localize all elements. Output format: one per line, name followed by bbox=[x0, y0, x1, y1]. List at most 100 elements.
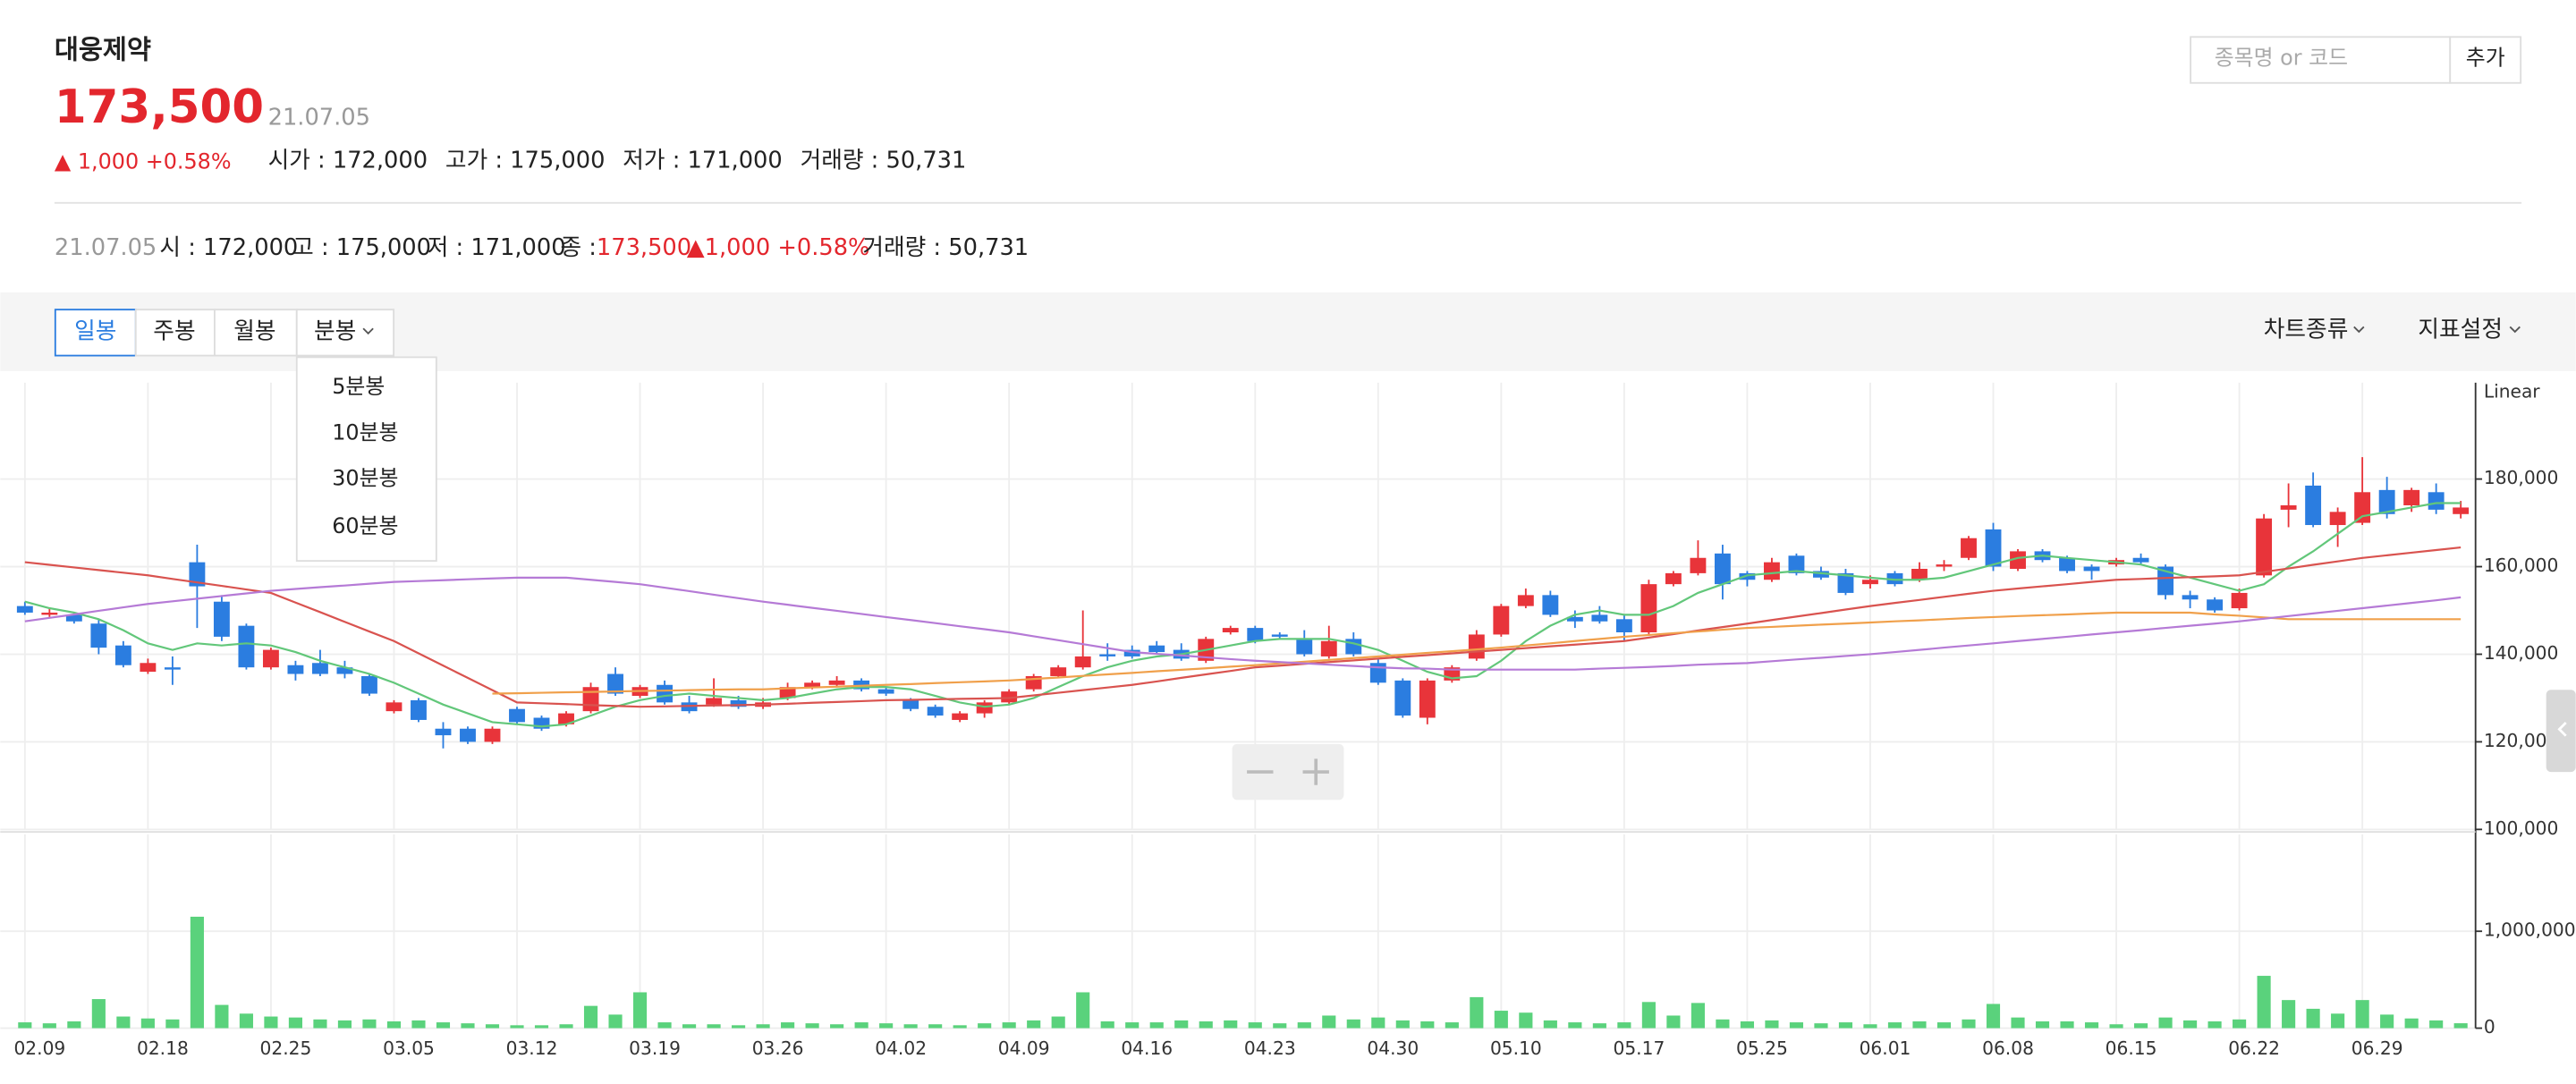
chevron-icon bbox=[2353, 326, 2365, 334]
volume-bar bbox=[657, 1022, 672, 1029]
candle-body bbox=[2305, 485, 2322, 526]
info-close-label: 종 : bbox=[560, 234, 596, 261]
candle-body bbox=[1123, 649, 1140, 656]
candle-body bbox=[1468, 634, 1485, 659]
x-tick-label: 03.19 bbox=[629, 1037, 681, 1059]
info-change: ▲1,000 +0.58% bbox=[687, 234, 870, 261]
dropdown-item[interactable]: 30분봉 bbox=[332, 466, 398, 491]
volume-bar bbox=[953, 1025, 967, 1029]
candle-body bbox=[2256, 518, 2273, 576]
volume-bar bbox=[830, 1024, 844, 1029]
add-button[interactable] bbox=[2449, 36, 2522, 84]
volume-bar bbox=[2158, 1017, 2173, 1029]
candle-body bbox=[1542, 595, 1559, 615]
x-tick-label: 03.12 bbox=[506, 1037, 558, 1059]
candle-body bbox=[2132, 557, 2149, 563]
chart-type-menu[interactable]: 차트종류 bbox=[2264, 317, 2349, 343]
volume-bar bbox=[510, 1025, 524, 1029]
candle-body bbox=[1961, 538, 1977, 558]
zoom-in-icon[interactable] bbox=[1302, 758, 1329, 785]
x-tick-label: 06.08 bbox=[1982, 1037, 2034, 1059]
volume-bar bbox=[534, 1025, 549, 1029]
indicator-menu[interactable]: 지표설정 bbox=[2418, 317, 2503, 343]
volume-bar bbox=[1051, 1016, 1065, 1029]
volume-bar bbox=[18, 1022, 32, 1029]
moving-average-line bbox=[492, 611, 2462, 695]
volume-bar bbox=[1297, 1022, 1311, 1029]
volume-bar bbox=[2380, 1014, 2394, 1029]
volume-bar bbox=[2207, 1020, 2222, 1029]
volume-bar bbox=[1887, 1022, 1902, 1029]
dropdown-item[interactable]: 5분봉 bbox=[332, 374, 385, 399]
candle-body bbox=[65, 614, 82, 622]
volume-bar bbox=[879, 1023, 894, 1029]
candle-body bbox=[1862, 580, 1878, 585]
moving-average-line bbox=[24, 576, 2462, 671]
search-input[interactable] bbox=[2190, 36, 2452, 84]
volume-bar bbox=[1912, 1020, 1927, 1029]
candle-body bbox=[460, 728, 476, 742]
candle-body bbox=[386, 702, 402, 712]
candle-body bbox=[1615, 619, 1632, 632]
volume-bar bbox=[2060, 1020, 2074, 1029]
info-date: 21.07.05 bbox=[55, 234, 157, 261]
x-tick-label: 05.17 bbox=[1614, 1037, 1665, 1059]
candle-body bbox=[16, 606, 33, 613]
candle-body bbox=[1296, 639, 1313, 655]
tab[interactable] bbox=[54, 309, 137, 357]
volume-bar bbox=[1838, 1022, 1853, 1029]
volume-bar bbox=[2011, 1017, 2025, 1029]
info-open: 시 : 172,000 bbox=[159, 234, 298, 261]
stock-price: 173,500 bbox=[55, 80, 264, 134]
volume-bar bbox=[411, 1020, 426, 1029]
candle-body bbox=[2453, 507, 2470, 514]
dropdown-item[interactable]: 10분봉 bbox=[332, 419, 398, 445]
moving-average-line bbox=[24, 546, 2462, 708]
price-date: 21.07.05 bbox=[268, 105, 370, 131]
volume-bar bbox=[1371, 1017, 1385, 1029]
volume-bar bbox=[2035, 1020, 2050, 1029]
candle-body bbox=[336, 667, 353, 674]
candle-body bbox=[2231, 592, 2248, 609]
candle-body bbox=[1640, 584, 1657, 632]
info-close: 173,500 bbox=[597, 234, 691, 261]
candle-body bbox=[1099, 654, 1116, 656]
volume-bar bbox=[583, 1005, 598, 1029]
x-tick-label: 02.09 bbox=[13, 1037, 65, 1059]
candle-body bbox=[1591, 614, 1608, 622]
candle-body bbox=[41, 612, 58, 615]
volume-bar bbox=[337, 1020, 352, 1029]
tab-label: 일봉 bbox=[74, 318, 116, 344]
tab[interactable] bbox=[295, 309, 395, 357]
candle-body bbox=[2354, 492, 2371, 523]
candle-body bbox=[1763, 562, 1780, 580]
volume-bar bbox=[1100, 1020, 1114, 1029]
info-high: 고 : 175,000 bbox=[292, 234, 431, 261]
volume-bar bbox=[1174, 1020, 1189, 1029]
candle-body bbox=[1665, 572, 1682, 585]
dropdown-item[interactable]: 60분봉 bbox=[332, 513, 398, 538]
candle-body bbox=[1739, 572, 1756, 580]
volume-bar bbox=[140, 1018, 155, 1029]
volume-bar bbox=[1494, 1011, 1508, 1029]
candle-body bbox=[1493, 606, 1510, 635]
volume-bar bbox=[1617, 1022, 1631, 1029]
volume-bar bbox=[756, 1024, 770, 1029]
candle-body bbox=[140, 663, 157, 673]
candle-body bbox=[828, 680, 845, 685]
candle-body bbox=[2083, 566, 2100, 572]
x-tick-label: 06.29 bbox=[2351, 1037, 2403, 1059]
volume-bar bbox=[1592, 1023, 1606, 1029]
volume-bar bbox=[682, 1024, 697, 1029]
high-price: 고가 : 175,000 bbox=[445, 147, 605, 174]
candle-body bbox=[1714, 553, 1731, 585]
volume-bar bbox=[239, 1013, 253, 1029]
x-tick-label: 03.05 bbox=[383, 1037, 435, 1059]
tab[interactable] bbox=[134, 309, 216, 357]
volume-bar bbox=[1962, 1019, 1976, 1029]
volume-bar bbox=[1814, 1023, 1828, 1029]
candle-body bbox=[1050, 667, 1067, 676]
volume-bar bbox=[1765, 1020, 1779, 1029]
candle-body bbox=[287, 665, 304, 674]
